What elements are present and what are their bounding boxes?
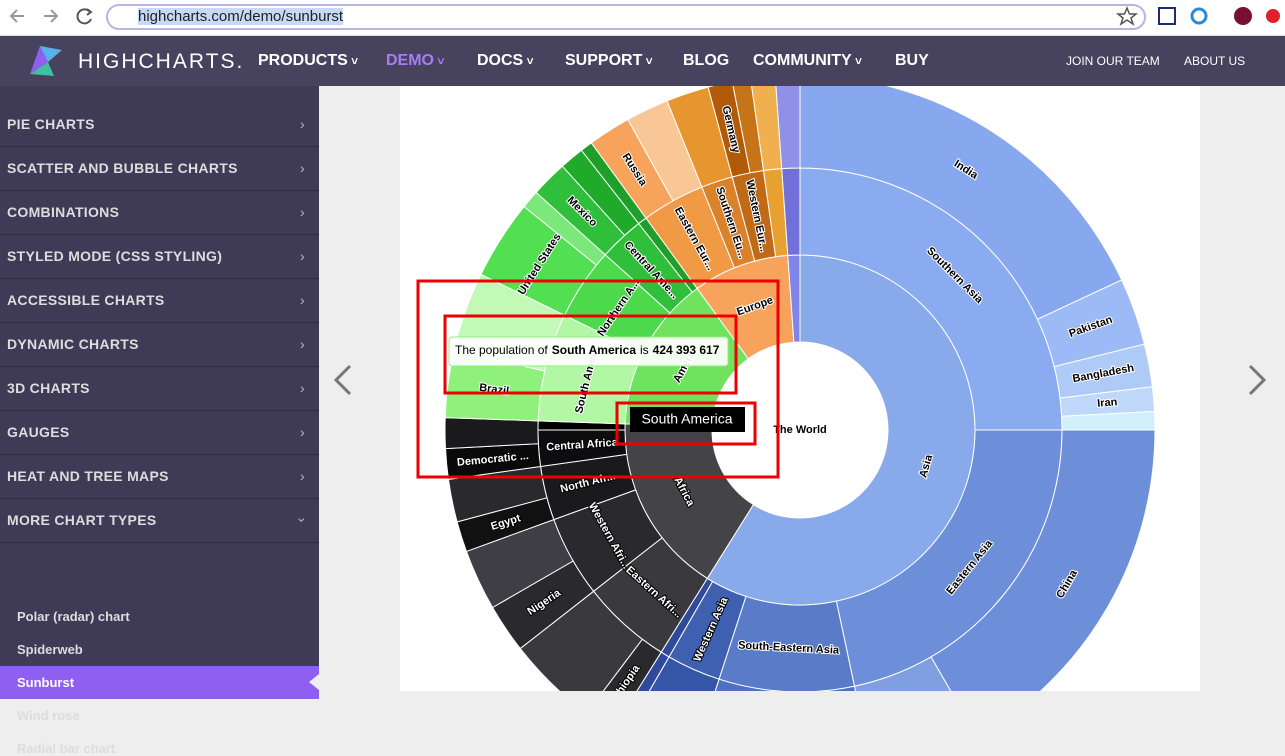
- chevron: ›: [300, 336, 305, 352]
- prev-arrow[interactable]: [333, 364, 352, 396]
- nav-item[interactable]: COMMUNITY ˅: [753, 52, 862, 69]
- chevron: ›: [300, 380, 305, 396]
- divider: [0, 234, 319, 235]
- sunburst-segment: [444, 417, 539, 450]
- nav-item[interactable]: SUPPORT ˅: [565, 52, 653, 69]
- nav-item[interactable]: DOCS ˅: [477, 52, 534, 69]
- chevron: ›: [294, 517, 311, 523]
- tooltip-part: South America: [552, 343, 637, 357]
- nav-bar: HIGHCHARTS. PRODUCTS ˅ DEMO ˅ DOCS ˅ SUPPOR…: [0, 36, 1285, 86]
- menu-item[interactable]: HEAT AND TREE MAPS: [7, 468, 169, 484]
- menu-item[interactable]: PIE CHARTS: [7, 116, 95, 132]
- menu-item[interactable]: SCATTER AND BUBBLE CHARTS: [7, 160, 238, 176]
- divider: [0, 454, 319, 455]
- divider: [0, 410, 319, 411]
- nav-item[interactable]: BUY: [895, 52, 929, 69]
- browser-buttons: [9, 8, 93, 25]
- sidebar: PIE CHARTS › SCATTER AND BUBBLE CHARTS › COM…: [0, 86, 319, 756]
- divider: [0, 542, 319, 543]
- segment-label: Iran: [1097, 396, 1118, 410]
- submenu-item[interactable]: Sunburst: [17, 675, 75, 690]
- browser-bar: highcharts.com/demo/sunburst: [0, 0, 1285, 36]
- tooltip-box: [448, 336, 729, 367]
- sunburst-segment: [775, 86, 801, 170]
- sunburst-segment: [853, 656, 952, 691]
- annotation-box: [443, 314, 738, 395]
- submenu-item[interactable]: Wind rose: [17, 708, 80, 723]
- divider: [0, 190, 319, 191]
- brand: HIGHCHARTS.: [78, 50, 245, 73]
- tooltip-part: The population of: [455, 343, 548, 357]
- logo-icon: [30, 46, 62, 76]
- menu-item[interactable]: ACCESSIBLE CHARTS: [7, 292, 165, 308]
- tooltip-part: 424 393 617: [653, 343, 720, 357]
- tooltip-part: is: [640, 343, 649, 357]
- nav-item[interactable]: BLOG: [683, 52, 730, 69]
- hover-label-box: [630, 407, 745, 432]
- tooltip: The population of South America is 424 393 …: [455, 343, 720, 357]
- divider: [0, 146, 319, 147]
- hover-label: South America: [641, 411, 732, 427]
- divider: [0, 366, 319, 367]
- center-label: The World: [773, 424, 827, 436]
- annotation-box: [416, 279, 780, 479]
- url-bar[interactable]: highcharts.com/demo/sunburst: [106, 4, 1146, 30]
- divider: [0, 322, 319, 323]
- menu-item[interactable]: COMBINATIONS: [7, 204, 120, 220]
- active-notch: [309, 674, 319, 690]
- sunburst-segment: [930, 429, 1156, 691]
- chevron: ›: [300, 292, 305, 308]
- chevron: ›: [300, 248, 305, 264]
- chevron: ›: [300, 160, 305, 176]
- nav-item[interactable]: PRODUCTS ˅: [258, 52, 359, 69]
- chevron: ›: [300, 116, 305, 132]
- nav-link[interactable]: ABOUT US: [1184, 54, 1246, 68]
- menu-item[interactable]: GAUGES: [7, 424, 70, 440]
- chevron: ›: [300, 204, 305, 220]
- nav-link[interactable]: JOIN OUR TEAM: [1066, 54, 1160, 68]
- menu-item[interactable]: 3D CHARTS: [7, 380, 90, 396]
- sunburst-segment: [714, 678, 856, 691]
- submenu-item[interactable]: Polar (radar) chart: [17, 609, 130, 624]
- url-text: highcharts.com/demo/sunburst: [138, 8, 344, 25]
- center-hole: [712, 342, 888, 518]
- chevron: ›: [300, 424, 305, 440]
- next-arrow[interactable]: [1248, 364, 1267, 396]
- nav-item[interactable]: DEMO ˅: [386, 52, 445, 69]
- menu-item[interactable]: STYLED MODE (CSS STYLING): [7, 248, 223, 264]
- menu-item[interactable]: DYNAMIC CHARTS: [7, 336, 139, 352]
- submenu-item[interactable]: Spiderweb: [17, 642, 83, 657]
- annotation-box: [615, 401, 757, 446]
- menu-item[interactable]: MORE CHART TYPES: [7, 512, 157, 528]
- chevron: ›: [300, 468, 305, 484]
- divider: [0, 498, 319, 499]
- browser-icons: [1115, 6, 1280, 26]
- submenu-item[interactable]: Radial bar chart: [17, 741, 116, 756]
- divider: [0, 278, 319, 279]
